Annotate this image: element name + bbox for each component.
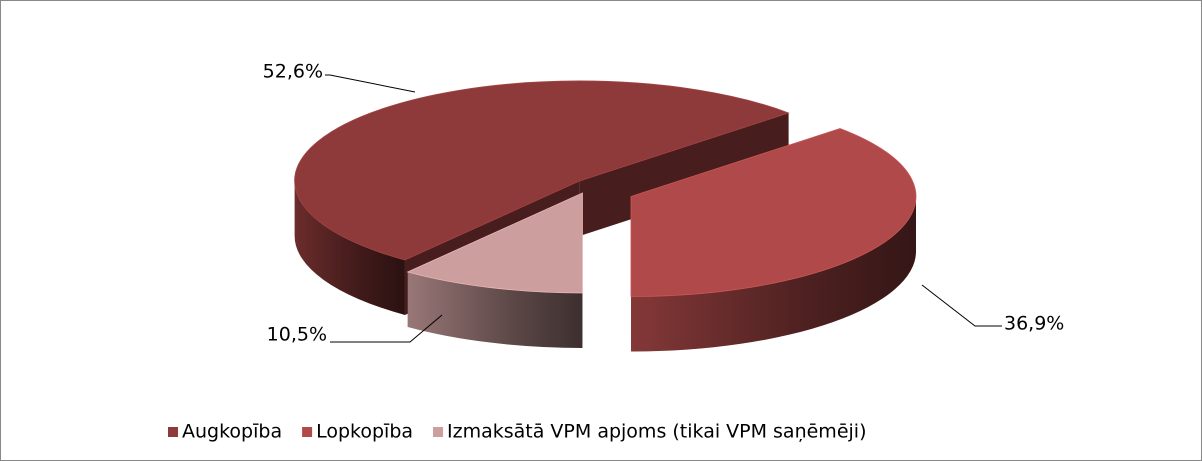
legend-label: Lopkopība xyxy=(316,421,413,443)
leader-line xyxy=(325,74,416,93)
data-label: 36,9% xyxy=(1004,313,1064,335)
legend-label: Izmaksātā VPM apjoms (tikai VPM saņēmēji… xyxy=(447,421,866,443)
slice-wall xyxy=(630,196,916,352)
legend-label: Augkopība xyxy=(182,421,282,443)
data-label: 10,5% xyxy=(267,324,327,346)
slice-top xyxy=(630,128,917,297)
leader-line xyxy=(330,314,443,343)
legend-swatch xyxy=(168,427,178,437)
slice-top xyxy=(294,80,790,261)
leader-line xyxy=(921,284,1002,327)
slice-top xyxy=(406,192,583,294)
data-label: 52,6% xyxy=(263,61,323,83)
slice-wall xyxy=(294,180,405,315)
legend-swatch xyxy=(302,427,313,437)
legend-swatch xyxy=(433,427,444,437)
slice-wall xyxy=(407,271,583,348)
